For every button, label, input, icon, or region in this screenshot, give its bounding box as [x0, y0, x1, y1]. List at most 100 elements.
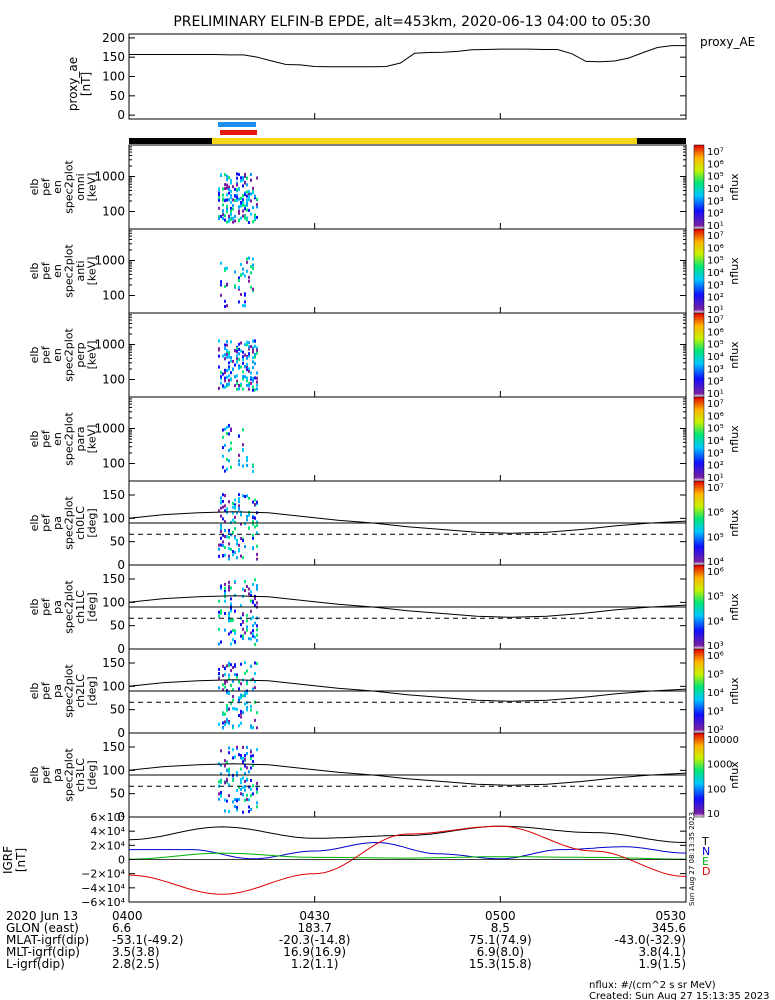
- colorbar-tick-label: 10¹: [707, 473, 724, 484]
- spectrogram-cell: [224, 267, 226, 271]
- spectrogram-cell: [222, 354, 224, 358]
- spectrogram-cell: [224, 764, 226, 768]
- spectrogram-cell: [224, 504, 226, 508]
- spectrogram-cell: [218, 206, 220, 210]
- colorbar-tick-label: 1000: [707, 760, 732, 771]
- spectrogram-cell: [238, 286, 240, 289]
- spectrogram-cell: [242, 355, 244, 359]
- spectrogram-cell: [228, 176, 230, 180]
- spectrogram-cell: [244, 661, 246, 665]
- spectrogram-cell: [228, 557, 230, 561]
- spectrogram-cell: [256, 531, 258, 535]
- spectrogram-cell: [244, 589, 246, 593]
- spectrogram-cell: [228, 580, 230, 584]
- spectrogram-cell: [234, 503, 236, 507]
- spectrogram-cell: [218, 193, 220, 196]
- spectrogram-cell: [248, 798, 250, 802]
- spectrogram-cell: [256, 348, 258, 352]
- ylabel-part: spec2plot: [63, 748, 76, 802]
- spectrogram-cell: [240, 715, 242, 719]
- spectrogram-cell: [226, 717, 228, 721]
- footer-row-value: 8.5: [491, 921, 510, 935]
- spectrogram-cell: [252, 257, 254, 261]
- footer-row-value: 16.9(16.9): [283, 945, 346, 959]
- spectrogram-cell: [226, 207, 228, 211]
- spectrogram-cell: [224, 595, 226, 599]
- spectrogram-cell: [226, 220, 228, 224]
- footer-row-value: -43.0(-32.9): [615, 933, 686, 947]
- spectrogram-cell: [242, 448, 244, 452]
- spectrogram-cell: [256, 544, 258, 548]
- spectrogram-cell: [238, 493, 240, 497]
- spectrogram-cell: [244, 181, 246, 185]
- spectrogram-cell: [242, 214, 244, 218]
- spectrogram-cell: [234, 629, 236, 633]
- panel-frame: [128, 144, 687, 230]
- spectrogram-cell: [226, 679, 228, 683]
- spectrogram-cell: [248, 191, 250, 195]
- colorbar-tick-label: 10²: [707, 725, 724, 736]
- spectrogram-cell: [254, 503, 256, 507]
- spectrogram-cell: [238, 287, 240, 291]
- spectrogram-cell: [224, 520, 226, 524]
- spectrogram-cell: [248, 367, 250, 371]
- spectrogram-cell: [218, 339, 220, 343]
- spectrogram-cell: [238, 434, 240, 438]
- colorbar-tick-label: 10³: [707, 196, 724, 207]
- spectrogram-cell: [242, 377, 244, 381]
- spectrogram-cell: [244, 788, 246, 792]
- spectrogram-cell: [242, 443, 244, 447]
- spectrogram-cell: [228, 352, 230, 356]
- spectrogram-cell: [242, 464, 244, 468]
- spectrogram-cell: [240, 634, 242, 638]
- colorbar-tick-label: 10⁷: [707, 231, 724, 242]
- spectrogram-cell: [244, 702, 246, 706]
- colorbar-tick-label: 10⁷: [707, 315, 724, 326]
- spectrogram-cell: [222, 540, 224, 544]
- spectrogram-cell: [226, 425, 228, 429]
- spectrogram-cell: [224, 183, 226, 187]
- spectrogram-cell: [246, 628, 248, 632]
- y-tick-label: 1000: [94, 170, 125, 184]
- spectrogram-cell: [254, 597, 256, 601]
- footer-row-value: 0500: [485, 909, 516, 923]
- spectrogram-cell: [242, 209, 244, 213]
- ylabel-part: pa: [51, 768, 64, 782]
- spectrogram-cell: [250, 794, 252, 798]
- spectrogram-cell: [228, 677, 230, 681]
- spectrogram-cell: [254, 376, 256, 380]
- spectrogram-cell: [250, 708, 252, 712]
- spectrogram-cell: [218, 797, 220, 801]
- y-tick-label: 150: [102, 656, 125, 670]
- y-tick-label: 0: [117, 726, 125, 740]
- spectrogram-cell: [234, 384, 236, 388]
- spectrogram-cell: [238, 463, 240, 467]
- spectrogram-cell: [238, 507, 240, 511]
- spectrogram-cell: [226, 340, 228, 344]
- spectrogram-cell: [228, 767, 230, 771]
- spectrogram-cell: [246, 355, 248, 358]
- spectrogram-cell: [226, 266, 228, 270]
- spectrogram-cell: [220, 506, 222, 510]
- y-tick-label: 150: [102, 572, 125, 586]
- spectrogram-cell: [254, 686, 256, 690]
- spectrogram-cell: [234, 609, 236, 613]
- spectrogram-cell: [240, 216, 242, 220]
- spectrogram-cell: [238, 342, 240, 346]
- spectrogram-cell: [244, 522, 246, 526]
- spectrogram-cell: [234, 707, 236, 711]
- spectrogram-cell: [248, 275, 250, 279]
- footer-row-value: -20.3(-14.8): [279, 933, 350, 947]
- igrf-legend-e: E: [702, 855, 709, 868]
- spectrogram-cell: [238, 504, 240, 508]
- spectrogram-cell: [252, 360, 254, 364]
- spectrogram-cell: [226, 186, 228, 190]
- spectrogram-cell: [228, 361, 230, 365]
- spectrogram-cell: [246, 459, 248, 462]
- spectrogram-cell: [226, 178, 228, 182]
- spectrogram-cell: [256, 371, 258, 375]
- spectrogram-cell: [246, 691, 248, 695]
- spectrogram-cell: [252, 726, 254, 730]
- spectrogram-cell: [220, 611, 222, 615]
